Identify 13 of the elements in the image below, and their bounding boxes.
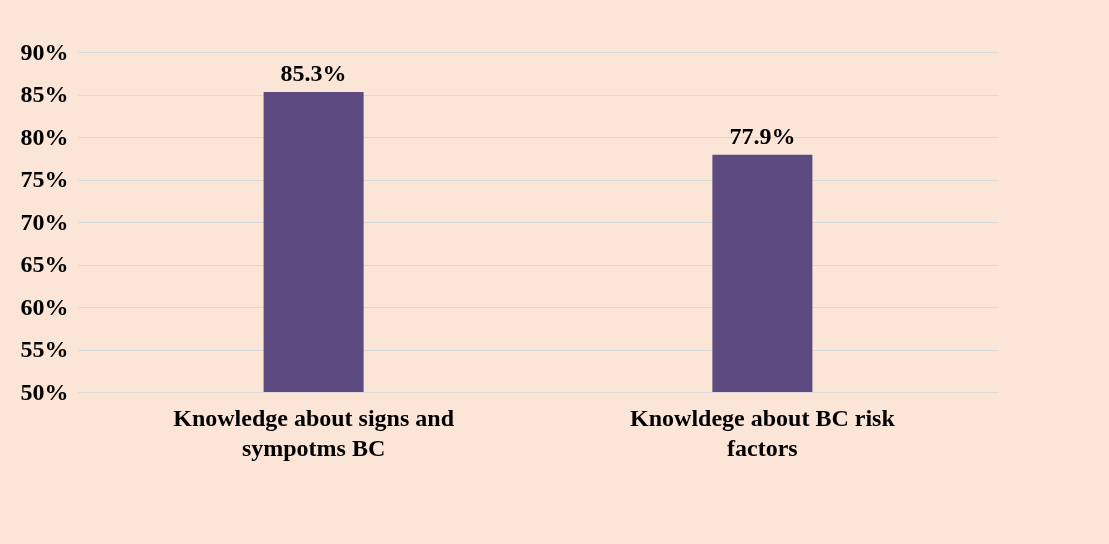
data-label: 85.3% (280, 59, 347, 86)
x-tick-label: Knowledge about signs and sympotms BC (173, 404, 455, 461)
y-tick-label: 80% (20, 123, 69, 150)
y-tick-label: 55% (20, 336, 69, 362)
y-tick-label: 70% (20, 208, 69, 235)
y-tick-label: 85% (20, 81, 69, 107)
data-label: 77.9% (729, 122, 796, 149)
y-tick-label: 90% (20, 38, 69, 65)
y-tick-label: 50% (20, 378, 69, 405)
y-tick-label: 65% (20, 251, 69, 277)
x-tick-label: Knowldege about BC risk factors (630, 404, 896, 461)
y-tick-label: 75% (20, 166, 69, 192)
y-tick-label: 60% (20, 293, 69, 320)
